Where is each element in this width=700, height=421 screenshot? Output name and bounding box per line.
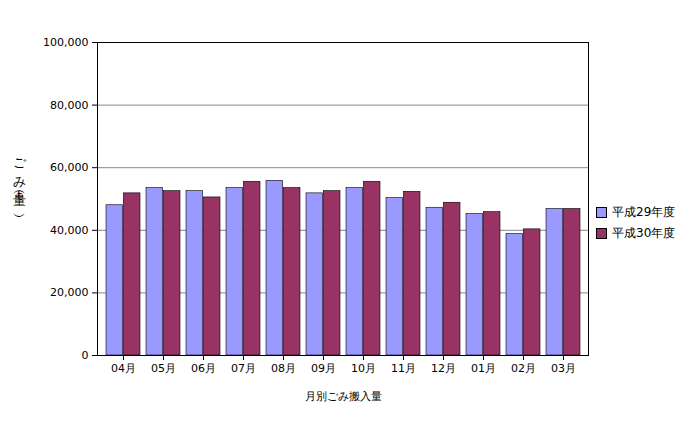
- html-text:ごみ量（t）: ごみ量（t）: [12, 150, 27, 207]
- svg-text:10月: 10月: [351, 362, 376, 375]
- svg-text:08月: 08月: [271, 362, 296, 375]
- svg-text:04月: 04月: [111, 362, 136, 375]
- svg-text:100,000: 100,000: [43, 36, 89, 49]
- svg-text:40,000: 40,000: [50, 224, 89, 237]
- svg-text:01月: 01月: [471, 362, 496, 375]
- html-text:平成29年度: 平成29年度: [612, 205, 676, 219]
- svg-text:20,000: 20,000: [50, 286, 89, 299]
- svg-text:80,000: 80,000: [50, 99, 89, 112]
- svg-text:05月: 05月: [151, 362, 176, 375]
- svg-text:06月: 06月: [191, 362, 216, 375]
- html-text:平成30年度: 平成30年度: [612, 226, 676, 240]
- svg-text:02月: 02月: [511, 362, 536, 375]
- svg-text:0: 0: [82, 349, 89, 362]
- svg-text:60,000: 60,000: [50, 161, 89, 174]
- svg-text:11月: 11月: [391, 362, 416, 375]
- svg-text:09月: 09月: [311, 362, 336, 375]
- svg-text:03月: 03月: [551, 362, 576, 375]
- svg-text:月別ごみ搬入量: 月別ごみ搬入量: [305, 390, 382, 403]
- svg-text:07月: 07月: [231, 362, 256, 375]
- svg-text:12月: 12月: [431, 362, 456, 375]
